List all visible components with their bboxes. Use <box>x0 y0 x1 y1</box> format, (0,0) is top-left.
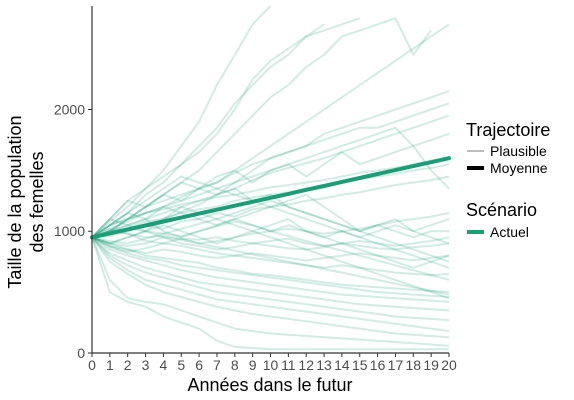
x-tick-label: 16 <box>370 357 386 373</box>
plausible-trajectory-line-27 <box>91 236 450 347</box>
plausible-trajectory-line-22 <box>91 236 450 303</box>
plausible-trajectory-line-18 <box>91 236 450 262</box>
plausible-trajectory-line-20 <box>91 236 450 294</box>
x-tick-label: 7 <box>213 357 221 373</box>
y-tick-label: 1000 <box>54 223 85 239</box>
plausible-trajectory-line-9 <box>91 132 450 238</box>
legend-label-actuel: Actuel <box>490 224 529 240</box>
mean-trajectory-line <box>90 156 451 240</box>
legend-label-moyenne: Moyenne <box>490 160 548 176</box>
x-tick-label: 11 <box>281 357 296 373</box>
plausible-trajectory-line-34 <box>91 175 450 269</box>
x-tick-label: 13 <box>316 357 332 373</box>
plausible-trajectory-line-12 <box>91 175 450 239</box>
x-tick-label: 4 <box>160 357 168 373</box>
x-tick-label: 10 <box>263 357 279 373</box>
x-axis-title: Années dans le futur <box>187 375 352 395</box>
legend-title-scenario: Scénario <box>466 200 537 220</box>
x-tick-label: 6 <box>195 357 203 373</box>
plausible-trajectory-line-11 <box>91 163 450 239</box>
x-tick-label: 8 <box>231 357 239 373</box>
plausible-trajectory-line-21 <box>91 236 450 298</box>
x-tick-label: 18 <box>406 357 422 373</box>
y-axis-ticks: 0 1000 2000 <box>54 101 92 361</box>
y-axis-title: Taille de la population des femelles <box>5 115 47 288</box>
plausible-trajectory-line-19 <box>91 227 450 277</box>
plausible-trajectory-line-5 <box>91 23 450 239</box>
plausible-trajectory-line-23 <box>91 236 450 312</box>
x-tick-label: 5 <box>177 357 185 373</box>
plausible-trajectory-line-24 <box>91 236 450 322</box>
plausible-trajectory-line-25 <box>91 236 450 333</box>
plausible-trajectory-line-35 <box>91 126 450 239</box>
legend-title-trajectoire: Trajectoire <box>466 120 550 140</box>
plausible-trajectory-line-28 <box>91 236 449 351</box>
x-tick-label: 17 <box>388 357 404 373</box>
plausible-trajectory-line-3 <box>91 23 325 238</box>
plausible-trajectory-line-14 <box>91 205 450 239</box>
y-tick-label: 0 <box>77 345 85 361</box>
plausible-trajectory-line-4 <box>91 17 432 239</box>
plausible-trajectory-line-26 <box>91 236 450 339</box>
plausible-trajectory-line-7 <box>91 102 450 239</box>
y-tick-label: 2000 <box>54 101 85 117</box>
legend: Trajectoire Plausible Moyenne Scénario A… <box>466 120 550 240</box>
plausible-trajectory-line-32 <box>91 220 450 281</box>
x-tick-label: 9 <box>249 357 257 373</box>
x-tick-label: 20 <box>441 357 457 373</box>
x-tick-label: 0 <box>88 357 96 373</box>
plausible-trajectory-line-15 <box>91 212 450 247</box>
plausible-trajectory-line-13 <box>91 187 449 239</box>
plausible-trajectory-line-17 <box>91 230 450 251</box>
plausible-trajectory-line-10 <box>91 157 450 239</box>
plot-area <box>90 5 451 351</box>
x-tick-label: 15 <box>352 357 368 373</box>
x-tick-label: 3 <box>142 357 150 373</box>
y-axis-title-line-1: Taille de la population <box>5 115 25 288</box>
plausible-trajectory-line-33 <box>91 199 450 263</box>
plausible-trajectory-line-36 <box>91 236 450 296</box>
legend-label-plausible: Plausible <box>490 143 547 159</box>
plausible-trajectory-line-2 <box>91 17 361 239</box>
x-tick-label: 12 <box>298 357 314 373</box>
x-tick-label: 14 <box>334 357 350 373</box>
plausible-trajectory-line-16 <box>91 230 450 247</box>
x-tick-label: 2 <box>124 357 132 373</box>
plausible-trajectory-line-1 <box>91 5 272 239</box>
y-axis-title-line-2: des femelles <box>27 151 47 252</box>
x-tick-label: 19 <box>423 357 439 373</box>
plausible-trajectory-line-29 <box>91 218 450 269</box>
plausible-trajectory-line-31 <box>91 205 450 300</box>
plausible-trajectory-line-6 <box>91 90 450 239</box>
x-tick-label: 1 <box>106 357 114 373</box>
x-axis-ticks: 0 1 2 3 4 5 6 7 8 9 10 11 12 13 14 15 16 17 18 19 20 <box>88 353 457 373</box>
